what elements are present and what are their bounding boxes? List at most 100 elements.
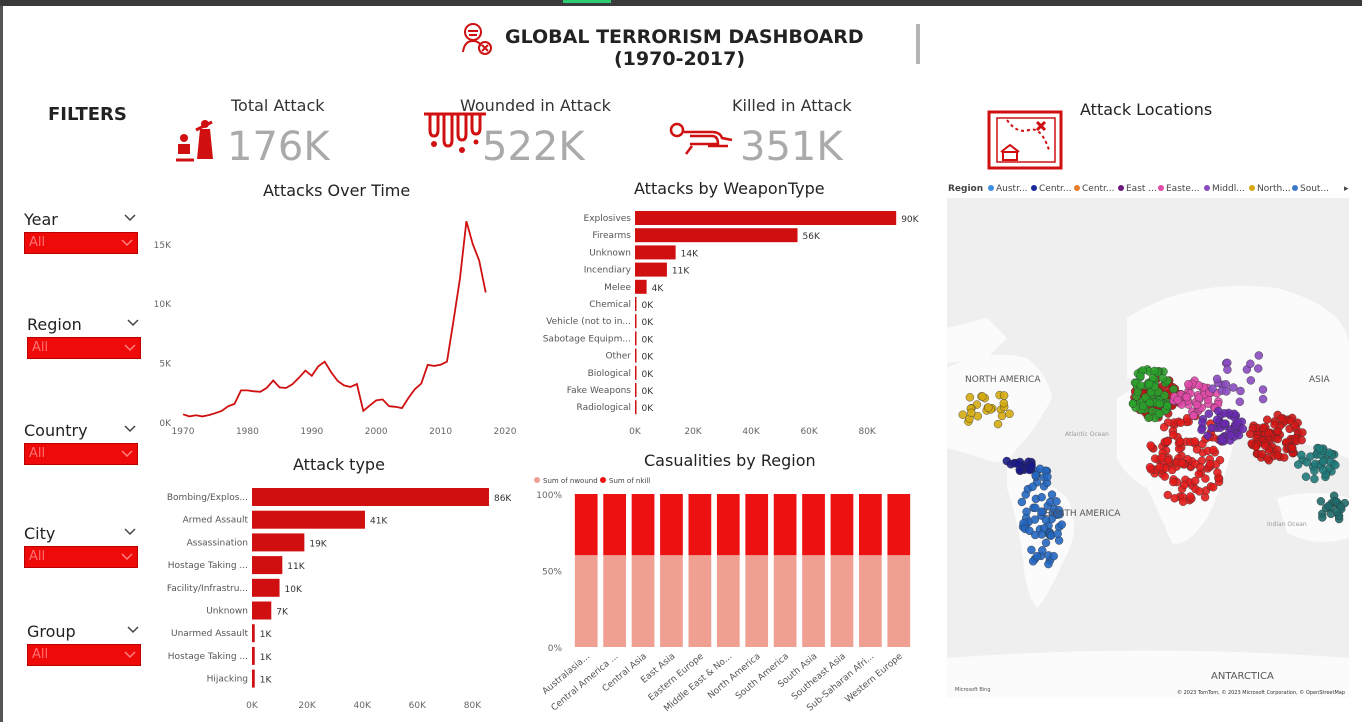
chevron-down-icon[interactable]	[124, 528, 136, 536]
legend-item[interactable]: Centr...	[1031, 184, 1072, 194]
attack-locations-map[interactable]: NORTH AMERICA SOUTH AMERICA ASIA ANTARCT…	[947, 198, 1349, 698]
bar-nwound	[773, 555, 797, 647]
attacks-by-weapon-chart[interactable]: Explosives 90K Firearms 56K Unknown 14K Incend…	[530, 204, 930, 444]
bar	[635, 262, 667, 277]
country-dropdown[interactable]: All	[24, 443, 138, 465]
region-dropdown[interactable]: All	[27, 337, 141, 359]
attacks-over-time-chart[interactable]: 0K 5K 10K 15K 1970 1980 1990 2000 2010 2020	[150, 200, 530, 445]
attack-point	[997, 411, 1007, 421]
bar-nkill	[660, 494, 683, 556]
casualities-by-region-chart[interactable]: Sum of nwound Sum of nkill 0% 50% 100% Austra…	[530, 470, 920, 720]
attack-point	[1218, 435, 1227, 445]
attack-point	[1209, 445, 1218, 455]
data-label: 11K	[672, 267, 690, 277]
attack-point	[1053, 509, 1062, 518]
bar-nkill	[859, 494, 882, 556]
legend-item[interactable]: Middl...	[1204, 184, 1245, 194]
region-slicer[interactable]: Region All	[27, 315, 141, 359]
attack-point	[1155, 462, 1165, 472]
category-label: Facility/Infrastru...	[167, 584, 248, 594]
bar-nwound	[745, 555, 769, 647]
category-label: Hijacking	[207, 675, 248, 685]
attack-point	[1041, 538, 1051, 547]
group-slicer[interactable]: Group All	[27, 622, 141, 666]
attack-point	[1182, 392, 1191, 402]
x-tick-label: 80K	[858, 427, 876, 437]
x-tick-label: 1980	[236, 427, 259, 437]
legend-next-arrow[interactable]: ▸	[1344, 184, 1349, 194]
attack-point	[1197, 425, 1206, 435]
attack-type-chart[interactable]: Bombing/Explos... 86K Armed Assault 41K Assa…	[150, 480, 530, 715]
attack-point	[965, 393, 975, 402]
attack-point	[1254, 351, 1263, 360]
legend-item[interactable]: Centr...	[1074, 184, 1115, 194]
legend-item[interactable]: East ...	[1118, 184, 1157, 194]
city-dropdown[interactable]: All	[24, 546, 138, 568]
data-label: 0K	[642, 370, 655, 380]
map-label-indian: Indian Ocean	[1267, 521, 1307, 528]
legend-item[interactable]: Sout...	[1292, 184, 1329, 194]
chevron-down-icon[interactable]	[124, 425, 136, 433]
filters-heading: FILTERS	[48, 104, 127, 125]
chevron-down-icon	[121, 553, 133, 561]
attack-point	[1264, 428, 1273, 438]
city-slicer[interactable]: City All	[24, 524, 138, 568]
data-label: 14K	[681, 249, 699, 259]
map-attribution[interactable]: © 2023 TomTom, © 2023 Microsoft Corporat…	[1177, 689, 1345, 696]
legend-item[interactable]: Easte...	[1158, 184, 1200, 194]
bar	[252, 601, 272, 620]
attack-points[interactable]	[958, 351, 1349, 569]
attack-point	[1301, 472, 1311, 481]
attack-point	[1194, 393, 1204, 402]
category-label: Armed Assault	[183, 516, 249, 526]
data-label: 7K	[276, 608, 289, 618]
attack-point	[1155, 409, 1164, 418]
attack-point	[1035, 464, 1045, 473]
bar	[635, 245, 676, 260]
y-tick-label: 10K	[154, 300, 172, 310]
chevron-down-icon	[124, 651, 136, 659]
slicer-label: Country	[24, 421, 88, 440]
slicer-label: Group	[27, 622, 76, 641]
year-slicer[interactable]: Year All	[24, 210, 138, 254]
data-label: 1K	[260, 676, 273, 686]
legend-item[interactable]: Austr...	[988, 184, 1028, 194]
attack-point	[1176, 418, 1185, 428]
chart-title-weapon-type: Attacks by WeaponType	[634, 179, 825, 198]
window-top-bar	[0, 0, 1362, 6]
data-label: 4K	[652, 284, 665, 294]
group-dropdown[interactable]: All	[27, 644, 141, 666]
bar	[252, 533, 305, 552]
attack-point	[1028, 482, 1037, 491]
category-label: Radiological	[577, 403, 631, 413]
chevron-down-icon	[121, 239, 133, 247]
country-slicer[interactable]: Country All	[24, 421, 138, 465]
bar-nwound	[887, 555, 911, 647]
slicer-label: Year	[24, 210, 58, 229]
dashboard-title: GLOBAL TERRORISM DASHBOARD	[505, 26, 864, 48]
kpi-value: 351K	[740, 124, 843, 170]
bar	[635, 383, 637, 397]
chevron-down-icon[interactable]	[127, 626, 139, 634]
attack-point	[1246, 429, 1255, 439]
bar-nkill	[603, 494, 626, 556]
attack-point	[1145, 398, 1154, 408]
category-label: Explosives	[584, 214, 632, 224]
attack-point	[1031, 471, 1040, 480]
bar-nwound	[859, 555, 882, 647]
y-tick-label: 5K	[159, 360, 172, 370]
attack-point	[1144, 413, 1153, 423]
slicer-value: All	[29, 446, 46, 461]
attack-point	[1277, 414, 1286, 423]
map-canvas[interactable]: NORTH AMERICA SOUTH AMERICA ASIA ANTARCT…	[947, 198, 1349, 698]
bar	[252, 624, 255, 643]
legend-item[interactable]: North...	[1249, 184, 1291, 194]
map-label-north-america: NORTH AMERICA	[965, 375, 1041, 385]
x-tick-label: 40K	[354, 701, 372, 711]
terrorist-icon	[462, 23, 492, 55]
data-label: 56K	[803, 232, 821, 242]
chevron-down-icon[interactable]	[127, 319, 139, 327]
bar	[635, 348, 637, 363]
chevron-down-icon[interactable]	[124, 214, 136, 222]
year-dropdown[interactable]: All	[24, 232, 138, 254]
